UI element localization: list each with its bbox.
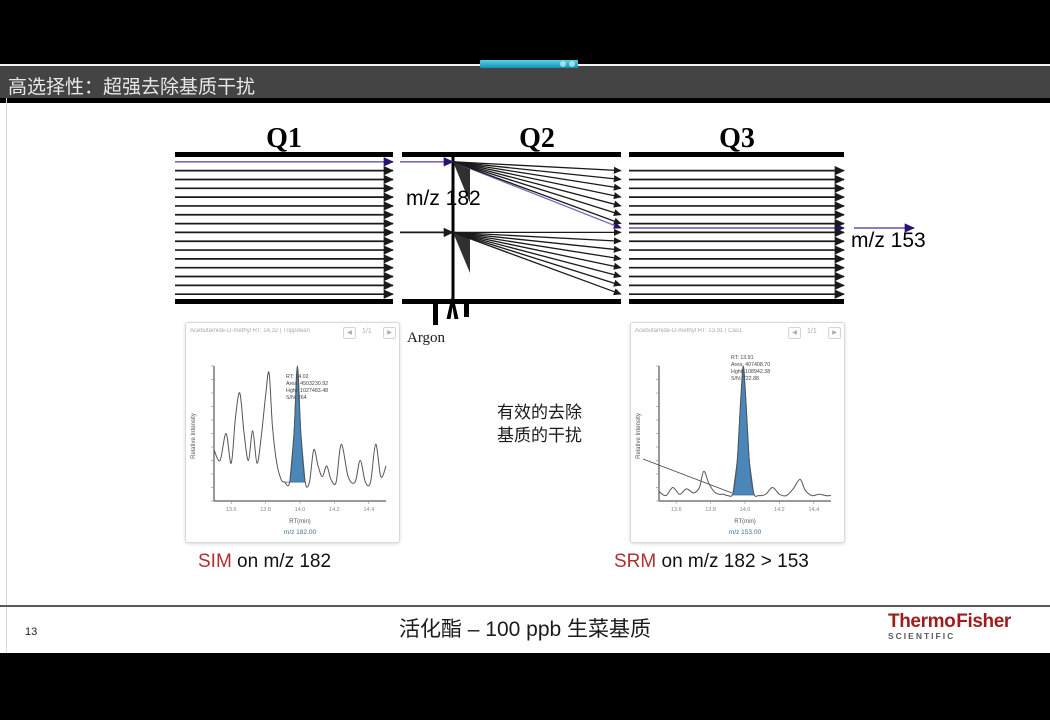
svg-text:基质的干扰: 基质的干扰 (497, 426, 582, 445)
svg-text:Area: 4503230.92: Area: 4503230.92 (286, 381, 328, 387)
svg-text:S/N: 722.88: S/N: 722.88 (731, 376, 759, 382)
svg-text:Area: 407408.70: Area: 407408.70 (731, 362, 770, 368)
svg-text:RT: 13.91: RT: 13.91 (731, 355, 754, 361)
svg-text:m/z 153.00: m/z 153.00 (729, 529, 762, 536)
svg-text:m/z 182: m/z 182 (406, 187, 481, 210)
svg-text:m/z 182.00: m/z 182.00 (284, 529, 317, 536)
svg-text:Hght: 108942.38: Hght: 108942.38 (731, 369, 770, 375)
svg-text:RT: 14.02: RT: 14.02 (286, 374, 309, 380)
svg-text:Q3: Q3 (719, 128, 755, 154)
svg-text:Q1: Q1 (266, 128, 302, 154)
svg-text:RT(min): RT(min) (289, 519, 311, 525)
svg-text:Argon: Argon (407, 330, 446, 346)
svg-text:Q2: Q2 (519, 128, 555, 154)
svg-text:有效的去除: 有效的去除 (497, 403, 582, 422)
svg-text:m/z 153: m/z 153 (851, 229, 926, 252)
svg-text:Hght: 1027483.48: Hght: 1027483.48 (286, 388, 328, 394)
svg-text:RT(min): RT(min) (734, 519, 756, 525)
